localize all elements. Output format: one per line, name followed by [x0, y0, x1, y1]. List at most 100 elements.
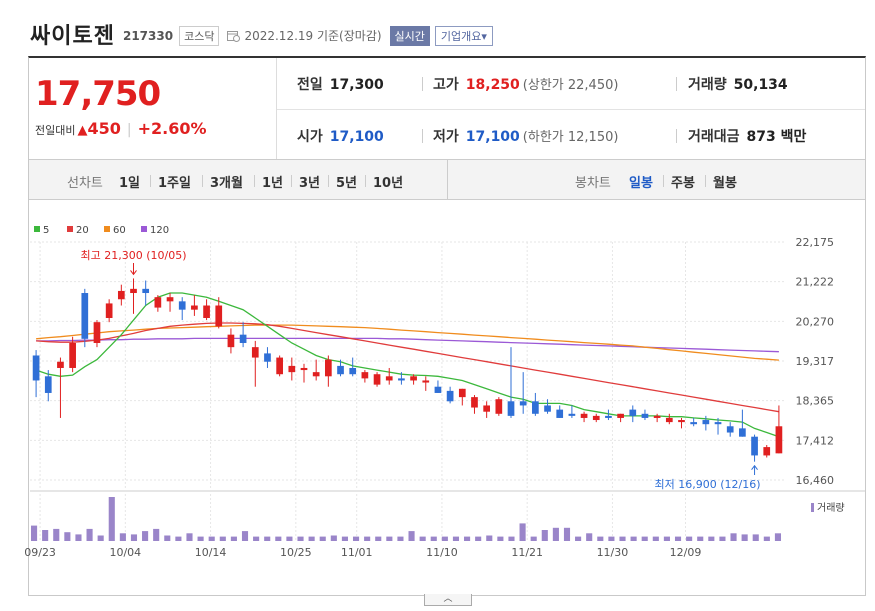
- volume-bar: [97, 535, 104, 541]
- candle-body: [130, 288, 137, 294]
- volume-bar: [297, 536, 304, 541]
- chevron-up-icon: ︿: [443, 594, 453, 604]
- market-badge: 코스닥: [179, 25, 220, 46]
- divider: [663, 175, 664, 187]
- legend-swatch: [67, 226, 73, 232]
- candle-body: [775, 426, 783, 454]
- candle-body: [93, 322, 101, 343]
- candle-body: [690, 422, 698, 425]
- volume-bar: [430, 536, 437, 541]
- volume-bar: [608, 536, 615, 541]
- legend-label: 5: [43, 225, 49, 236]
- candle-body: [458, 388, 466, 398]
- tab-candle-chart[interactable]: 봉차트: [575, 176, 611, 191]
- stat-prev-close: 전일 17,300: [297, 74, 384, 94]
- candle-body: [763, 447, 771, 456]
- company-overview-button[interactable]: 기업개요▾: [434, 25, 493, 46]
- volume-bar: [408, 531, 415, 541]
- ma-line-5: [35, 292, 780, 438]
- candle-body: [349, 367, 357, 375]
- volume-bar: [186, 533, 193, 541]
- volume-bar: [375, 536, 382, 541]
- volume-bar: [253, 536, 260, 541]
- candle-body: [726, 426, 734, 433]
- volume-bar: [519, 523, 526, 541]
- volume-bar: [119, 533, 126, 541]
- x-tick-label: 10/25: [280, 546, 312, 559]
- candle-body: [178, 301, 186, 310]
- current-price: 17,750: [35, 74, 161, 114]
- tab-daily[interactable]: 일봉: [629, 176, 653, 191]
- volume-bar: [108, 497, 115, 541]
- candle-body: [568, 413, 576, 416]
- candle-body: [373, 374, 381, 385]
- volume-bar: [241, 531, 249, 541]
- volume-bar: [64, 532, 71, 541]
- realtime-button[interactable]: 실시간: [389, 25, 430, 46]
- candle-body: [276, 357, 283, 375]
- volume-bar: [475, 536, 482, 541]
- candle-body: [702, 420, 710, 425]
- stat-label: 전일: [297, 77, 323, 93]
- change-row: 전일대비 ▲ 450 | +2.60%: [35, 119, 207, 138]
- candle-body: [215, 305, 223, 327]
- candle-body: [300, 367, 308, 371]
- tab-period-5y[interactable]: 5년: [336, 176, 358, 191]
- candle-body: [117, 290, 125, 300]
- candle-body: [69, 342, 76, 368]
- volume-bar: [352, 536, 360, 541]
- divider: [676, 129, 677, 143]
- volume-bar: [719, 536, 726, 541]
- stat-trade-value: 거래대금 873 백만: [688, 126, 806, 146]
- tab-line-chart[interactable]: 선차트: [67, 176, 103, 191]
- candle-body: [203, 305, 210, 319]
- volume-bar: [452, 536, 460, 541]
- stock-code: 217330: [122, 29, 174, 43]
- candle-body: [592, 415, 600, 421]
- candle-body: [751, 436, 758, 456]
- high-annotation: 최고 21,300 (10/05): [81, 249, 187, 262]
- volume-bar: [486, 535, 493, 541]
- divider: [705, 175, 706, 187]
- legend-swatch: [34, 226, 40, 232]
- candle-body: [483, 405, 491, 412]
- volume-bar: [597, 536, 604, 541]
- volume-bar: [31, 525, 38, 541]
- candle-body: [665, 417, 673, 423]
- stat-high: 고가 18,250 (상한가 22,450): [433, 74, 618, 94]
- stock-panel: 17,750 전일대비 ▲ 450 | +2.60% 전일 17,300 고가 …: [28, 56, 866, 596]
- candle-body: [166, 297, 174, 302]
- volume-bar: [419, 536, 426, 541]
- volume-bar: [364, 536, 371, 541]
- tab-period-3y[interactable]: 3년: [299, 176, 321, 191]
- candle-body: [105, 303, 113, 319]
- stat-value: 18,250: [465, 77, 520, 93]
- volume-bar: [630, 536, 637, 541]
- divider: |: [126, 122, 132, 138]
- tab-period-1w[interactable]: 1주일: [158, 176, 191, 191]
- tab-period-1y[interactable]: 1년: [262, 176, 284, 191]
- legend-label: 120: [150, 225, 169, 236]
- stat-label: 고가: [433, 77, 459, 93]
- volume-bar: [53, 528, 60, 541]
- divider: [422, 129, 423, 143]
- tab-period-1d[interactable]: 1일: [119, 176, 141, 191]
- candle-body: [653, 415, 661, 418]
- candle-body: [434, 386, 442, 393]
- volume-bar: [175, 536, 182, 541]
- tab-period-10y[interactable]: 10년: [373, 176, 404, 191]
- price-box: 17,750 전일대비 ▲ 450 | +2.60%: [29, 58, 277, 159]
- x-tick-label: 11/21: [511, 546, 543, 559]
- x-tick-label: 10/04: [109, 546, 141, 559]
- tab-weekly[interactable]: 주봉: [671, 176, 695, 191]
- chevron-down-icon: ▾: [481, 29, 487, 43]
- collapse-button[interactable]: ︿: [424, 594, 472, 606]
- tab-monthly[interactable]: 월봉: [713, 176, 737, 191]
- volume-bar: [75, 534, 82, 541]
- candle-body: [507, 401, 515, 416]
- volume-bar: [686, 536, 693, 541]
- divider: [447, 160, 448, 200]
- volume-bar: [42, 530, 49, 541]
- tab-period-3m[interactable]: 3개월: [210, 176, 243, 191]
